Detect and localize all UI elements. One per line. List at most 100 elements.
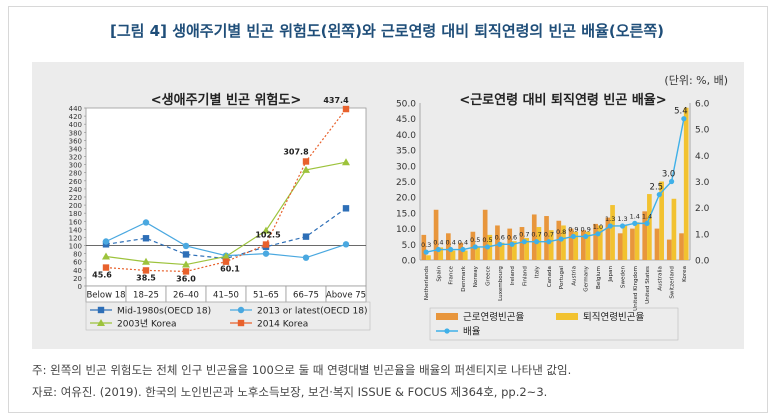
right-ratio-point: [546, 239, 552, 245]
right-x-tick-label: United States: [645, 266, 651, 304]
right-retired-bar: [512, 241, 517, 260]
left-legend-marker: [97, 319, 105, 326]
right-retired-bar: [671, 198, 677, 260]
right-ratio-point: [509, 241, 515, 247]
right-ratio-point: [668, 178, 675, 185]
right-retired-bar: [573, 231, 579, 260]
right-ratio-label: 0.4: [446, 239, 456, 247]
left-series-point: [302, 254, 310, 261]
left-x-tick-label: 18–25: [133, 291, 159, 301]
right-ratio-point: [656, 191, 662, 198]
left-series-point: [102, 252, 110, 260]
right-x-tick-label: France: [449, 265, 455, 284]
right-ratio-line: [425, 118, 685, 253]
right-x-tick-label: Finland: [522, 266, 528, 286]
right-ratio-label: 1.3: [605, 215, 615, 223]
left-x-tick-label: Below 18: [86, 291, 125, 301]
right-legend-marker: [444, 328, 450, 334]
right-ratio-label: 0.5: [470, 236, 480, 244]
left-data-label: 437.4: [323, 96, 349, 105]
right-left-tick-label: 45.0: [396, 115, 416, 125]
right-x-tick-label: Norway: [473, 265, 479, 287]
right-ratio-label: 0.8: [556, 228, 566, 236]
left-x-tick-label: 66–75: [293, 291, 319, 301]
right-right-tick-label: 4.0: [695, 152, 710, 162]
right-left-tick-label: 5.0: [402, 241, 417, 251]
left-data-label: 102.5: [255, 231, 281, 240]
left-legend-label: 2003년 Korea: [117, 319, 177, 330]
left-legend-marker: [237, 306, 245, 314]
left-y-tick-label: 320: [69, 154, 82, 162]
right-ratio-point: [472, 244, 478, 250]
left-data-label: 36.0: [176, 274, 196, 283]
right-working-bar: [568, 228, 574, 260]
right-ratio-point: [681, 116, 687, 122]
right-x-tick-label: Greece: [486, 265, 492, 285]
left-series-point: [342, 105, 350, 113]
right-x-tick-label: Korea: [682, 266, 688, 282]
left-series-point: [302, 233, 310, 240]
right-working-bar: [642, 211, 648, 260]
right-right-tick-label: 1.0: [695, 230, 710, 240]
left-series-point: [302, 165, 310, 173]
right-retired-bar: [622, 225, 628, 260]
left-series-point: [102, 264, 110, 271]
left-series-point: [182, 242, 190, 250]
right-working-bar: [433, 209, 439, 260]
left-y-tick-label: 180: [69, 210, 82, 218]
right-x-tick-label: Sweden: [621, 266, 627, 289]
left-series-point: [222, 252, 230, 260]
right-left-tick-label: 0.0: [402, 257, 417, 267]
right-working-bar: [617, 233, 623, 260]
right-working-bar: [446, 233, 451, 260]
right-ratio-label: 1.0: [593, 223, 603, 231]
left-line-chart: 0204060801001201401601802002202402602803…: [69, 96, 371, 331]
right-ratio-label: 0.4: [433, 239, 443, 247]
right-ratio-label: 1.3: [617, 215, 627, 223]
right-x-tick-label: Italy: [535, 265, 541, 278]
right-ratio-label: 0.7: [519, 231, 529, 239]
left-series-point: [102, 238, 110, 245]
right-ratio-point: [497, 241, 503, 247]
right-left-tick-label: 35.0: [396, 147, 416, 157]
right-retired-bar: [561, 225, 566, 260]
left-y-tick-label: 100: [69, 243, 82, 251]
right-legend-label: 근로연령빈곤율: [463, 311, 524, 323]
left-y-tick-label: 280: [69, 170, 82, 178]
right-left-tick-label: 50.0: [396, 100, 416, 110]
right-x-tick-label: Netherlands: [424, 266, 430, 300]
right-x-tick-label: Belgium: [596, 266, 602, 289]
left-series-point: [142, 267, 150, 274]
right-working-bar: [581, 230, 586, 260]
right-ratio-label: 0.4: [458, 239, 468, 247]
left-legend-marker: [237, 319, 245, 327]
left-x-tick-label: 26–40: [173, 291, 199, 301]
unit-label: (단위: %, 배): [664, 74, 728, 87]
right-ratio-label: 2.5: [650, 183, 664, 193]
left-y-tick-label: 40: [73, 267, 82, 275]
right-ratio-point: [423, 249, 429, 255]
right-ratio-label: 0.6: [495, 233, 505, 241]
left-legend-label: 2014 Korea: [257, 320, 308, 330]
left-series-point: [182, 260, 190, 268]
left-y-tick-label: 300: [69, 162, 82, 170]
left-y-tick-label: 200: [69, 202, 82, 210]
right-ratio-label: 0.7: [544, 231, 554, 239]
right-ratio-point: [521, 239, 527, 245]
right-legend-label: 배율: [463, 327, 481, 338]
left-series-point: [182, 268, 190, 275]
right-x-tick-label: Germany: [584, 265, 590, 291]
left-y-tick-label: 420: [69, 113, 82, 121]
left-y-tick-label: 240: [69, 186, 82, 194]
right-right-tick-label: 3.0: [695, 178, 710, 188]
right-retired-bar: [585, 231, 591, 260]
right-left-tick-label: 30.0: [396, 162, 416, 172]
right-x-tick-label: Australia: [657, 266, 663, 291]
left-series-point: [142, 235, 150, 242]
right-x-tick-label: Denmark: [461, 265, 467, 291]
right-x-tick-label: Spain: [436, 266, 442, 282]
right-working-bar: [630, 228, 635, 260]
left-series-point: [182, 251, 190, 258]
figure-note: 주: 왼쪽의 빈곤 위험도는 전체 인구 빈곤율을 100으로 둘 때 연령대별…: [32, 363, 572, 377]
